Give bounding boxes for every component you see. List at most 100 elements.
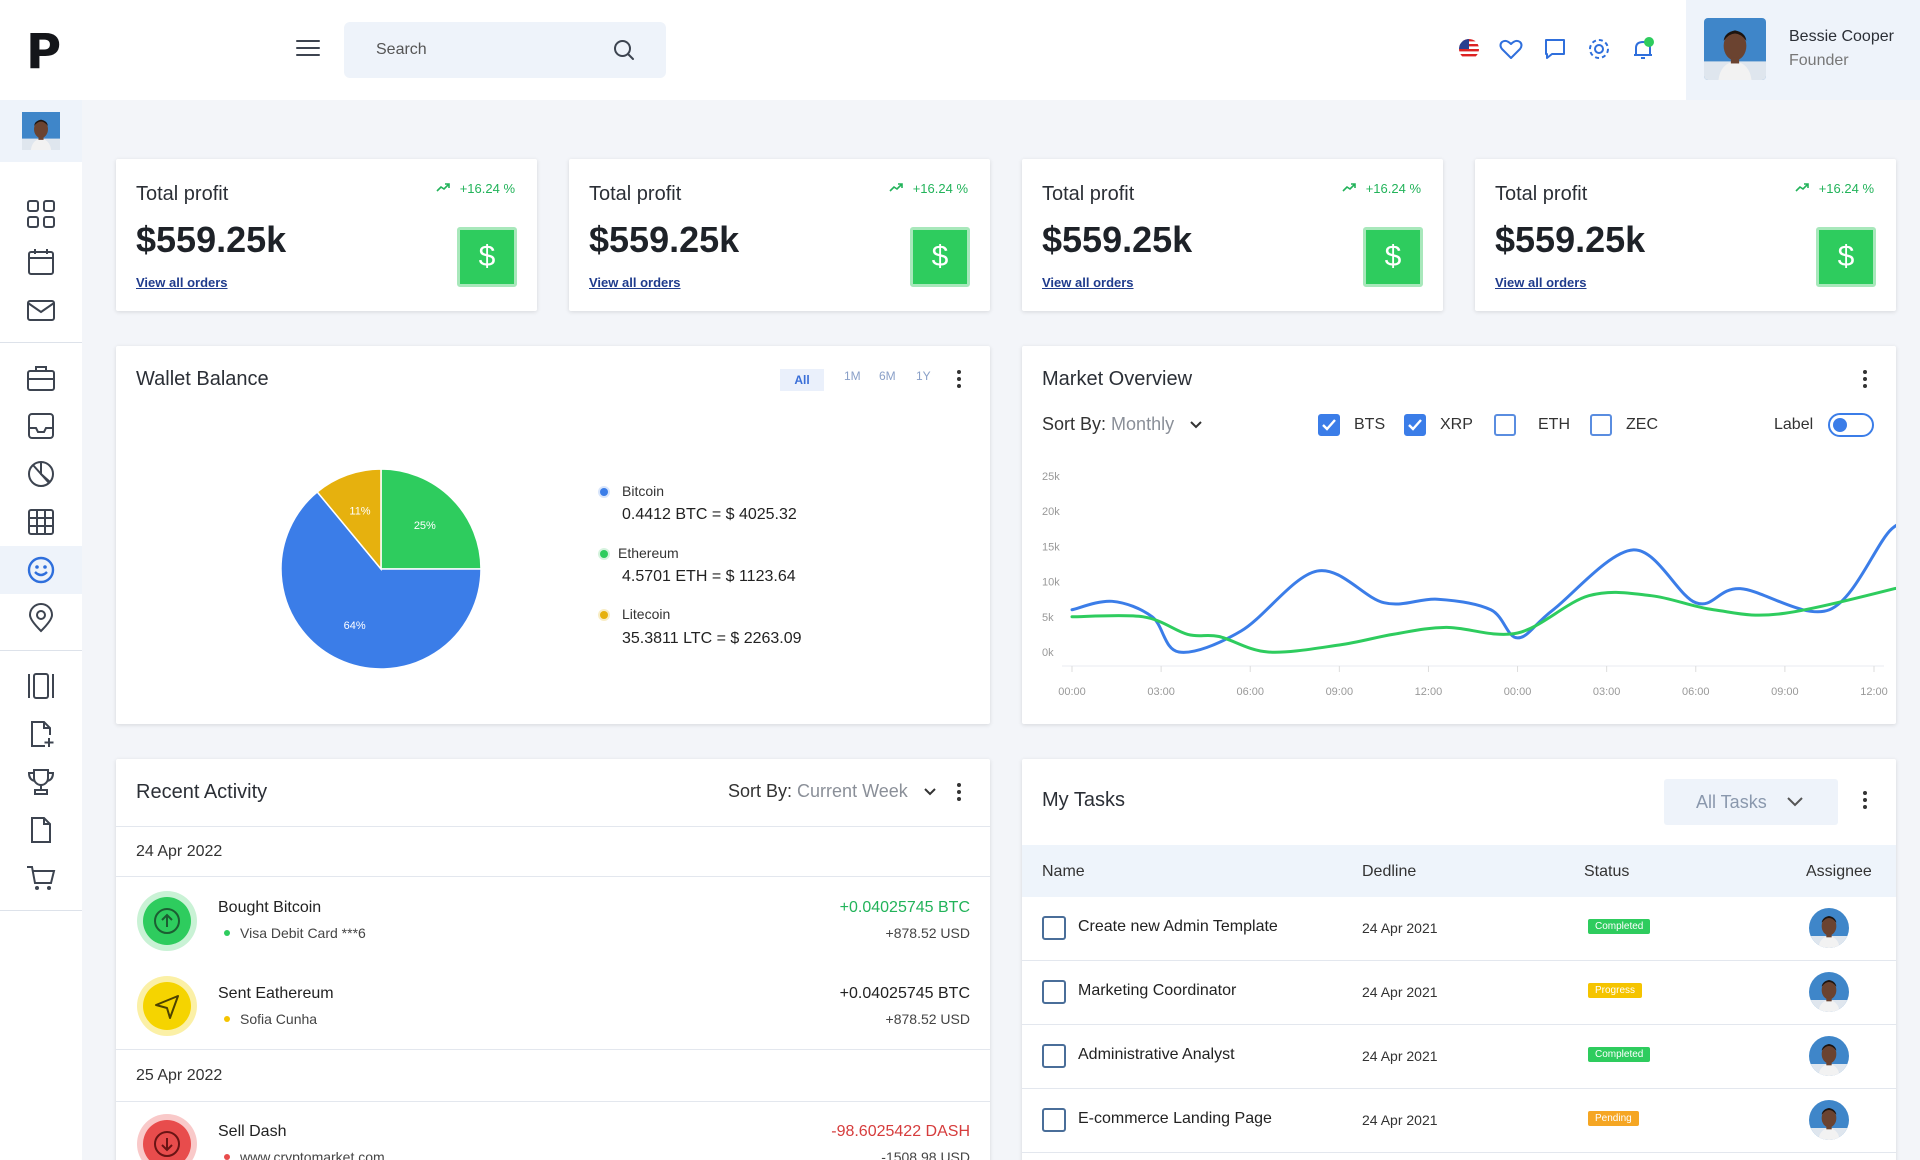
- check-icon: [1322, 419, 1336, 431]
- x-tick-label: 03:00: [1593, 686, 1621, 698]
- app-logo[interactable]: P: [26, 24, 62, 80]
- card-title: Recent Activity: [136, 781, 268, 803]
- column-header: Name: [1042, 863, 1085, 880]
- inbox-icon[interactable]: [25, 410, 57, 442]
- calendar-icon[interactable]: [25, 246, 57, 278]
- column-header: Status: [1584, 863, 1630, 880]
- range-1y-tab[interactable]: 1Y: [916, 369, 931, 383]
- y-tick-label: 20k: [1042, 506, 1060, 518]
- chevron-down-icon: [1787, 797, 1803, 807]
- pie-slice[interactable]: [316, 468, 382, 572]
- top-bar: P Bessie Cooper Founder: [0, 0, 1920, 100]
- columns-icon[interactable]: [25, 670, 57, 702]
- task-checkbox[interactable]: [1042, 916, 1066, 940]
- sort-dropdown[interactable]: Sort By: Current Week: [728, 781, 937, 802]
- task-deadline: 24 Apr 2021: [1362, 920, 1438, 936]
- trend-up-icon: [889, 183, 903, 192]
- status-badge: Completed: [1588, 1047, 1651, 1062]
- dollar-icon: $: [457, 227, 517, 287]
- market-overview-card: Market Overview Sort By: Monthly BTS XRP…: [1022, 346, 1896, 724]
- more-options-icon[interactable]: [1862, 791, 1868, 813]
- x-tick-label: 06:00: [1682, 686, 1710, 698]
- task-checkbox[interactable]: [1042, 1044, 1066, 1068]
- user-role: Founder: [1789, 52, 1849, 69]
- us-flag-icon[interactable]: [1456, 36, 1482, 62]
- arrow-down-icon: [137, 1114, 197, 1160]
- pie-slice[interactable]: [280, 490, 482, 670]
- activity-title: Sell Dash: [218, 1123, 287, 1140]
- legend-name: Litecoin: [622, 606, 671, 622]
- avatar: [1704, 18, 1766, 80]
- task-filter-dropdown[interactable]: All Tasks: [1664, 779, 1838, 825]
- view-orders-link[interactable]: View all orders: [1495, 275, 1587, 290]
- x-tick-label: 06:00: [1236, 686, 1264, 698]
- status-badge: Completed: [1588, 919, 1651, 934]
- search-input[interactable]: [344, 22, 666, 78]
- label-toggle[interactable]: [1828, 413, 1874, 437]
- range-6m-tab[interactable]: 6M: [879, 369, 896, 383]
- profit-value: $559.25k: [589, 219, 740, 260]
- view-orders-link[interactable]: View all orders: [1042, 275, 1134, 290]
- change-badge: +16.24 %: [889, 181, 968, 196]
- sidebar-divider: [0, 910, 82, 911]
- task-checkbox[interactable]: [1042, 1108, 1066, 1132]
- y-tick-label: 25k: [1042, 471, 1060, 483]
- y-tick-label: 0k: [1042, 647, 1054, 659]
- location-pin-icon[interactable]: [25, 602, 57, 634]
- task-deadline: 24 Apr 2021: [1362, 984, 1438, 1000]
- trophy-icon[interactable]: [25, 766, 57, 798]
- zec-checkbox[interactable]: [1590, 414, 1612, 436]
- briefcase-icon[interactable]: [25, 362, 57, 394]
- sidebar-avatar[interactable]: [22, 112, 60, 150]
- activity-title: Sent Eathereum: [218, 985, 334, 1002]
- heart-icon[interactable]: [1498, 36, 1524, 62]
- card-title: Wallet Balance: [136, 368, 269, 390]
- cart-icon[interactable]: [25, 862, 57, 894]
- activity-subtitle: Sofia Cunha: [240, 1011, 318, 1027]
- more-options-icon[interactable]: [956, 370, 962, 392]
- search-box: [344, 22, 666, 78]
- user-name: Bessie Cooper: [1789, 28, 1894, 45]
- file-add-icon[interactable]: [25, 718, 57, 750]
- sort-dropdown[interactable]: Sort By: Monthly: [1042, 414, 1203, 435]
- trend-up-icon: [1795, 183, 1809, 192]
- legend-name: Ethereum: [618, 545, 679, 561]
- grid-icon[interactable]: [25, 506, 57, 538]
- pie-chart-icon[interactable]: [25, 458, 57, 490]
- series-label: BTS: [1354, 416, 1386, 433]
- series-line[interactable]: [1070, 582, 1896, 654]
- pie-slice-label: 64%: [344, 620, 366, 632]
- status-badge: Pending: [1588, 1111, 1639, 1126]
- eth-checkbox[interactable]: [1494, 414, 1516, 436]
- more-options-icon[interactable]: [956, 783, 962, 805]
- view-orders-link[interactable]: View all orders: [589, 275, 681, 290]
- sidebar-active-bg: [0, 546, 82, 594]
- x-tick-label: 09:00: [1326, 686, 1354, 698]
- mail-icon[interactable]: [25, 294, 57, 326]
- task-checkbox[interactable]: [1042, 980, 1066, 1004]
- more-options-icon[interactable]: [1862, 370, 1868, 392]
- bts-checkbox[interactable]: [1318, 414, 1340, 436]
- menu-toggle-icon[interactable]: [296, 40, 320, 58]
- pie-slice-label: 25%: [414, 520, 436, 532]
- smile-icon[interactable]: [25, 554, 57, 586]
- document-icon[interactable]: [25, 814, 57, 846]
- gear-icon[interactable]: [1586, 36, 1612, 62]
- search-icon[interactable]: [612, 38, 636, 62]
- xrp-checkbox[interactable]: [1404, 414, 1426, 436]
- bell-icon[interactable]: [1630, 36, 1656, 62]
- market-line-chart: 0k 5k 10k 15k 20k 25k 00:00 03:00 06:00 09:00 12:0…: [1042, 471, 1896, 698]
- change-badge: +16.24 %: [1795, 181, 1874, 196]
- user-profile[interactable]: Bessie Cooper Founder: [1686, 0, 1920, 100]
- pie-slice[interactable]: [380, 468, 482, 570]
- range-all-tab[interactable]: All: [780, 369, 824, 391]
- chat-icon[interactable]: [1542, 36, 1568, 62]
- task-name: Create new Admin Template: [1078, 918, 1278, 935]
- series-line[interactable]: [1070, 522, 1896, 654]
- task-deadline: 24 Apr 2021: [1362, 1112, 1438, 1128]
- sidebar-divider: [0, 342, 82, 343]
- range-1m-tab[interactable]: 1M: [844, 369, 861, 383]
- divider: [116, 1101, 990, 1102]
- dashboard-icon[interactable]: [25, 198, 57, 230]
- view-orders-link[interactable]: View all orders: [136, 275, 228, 290]
